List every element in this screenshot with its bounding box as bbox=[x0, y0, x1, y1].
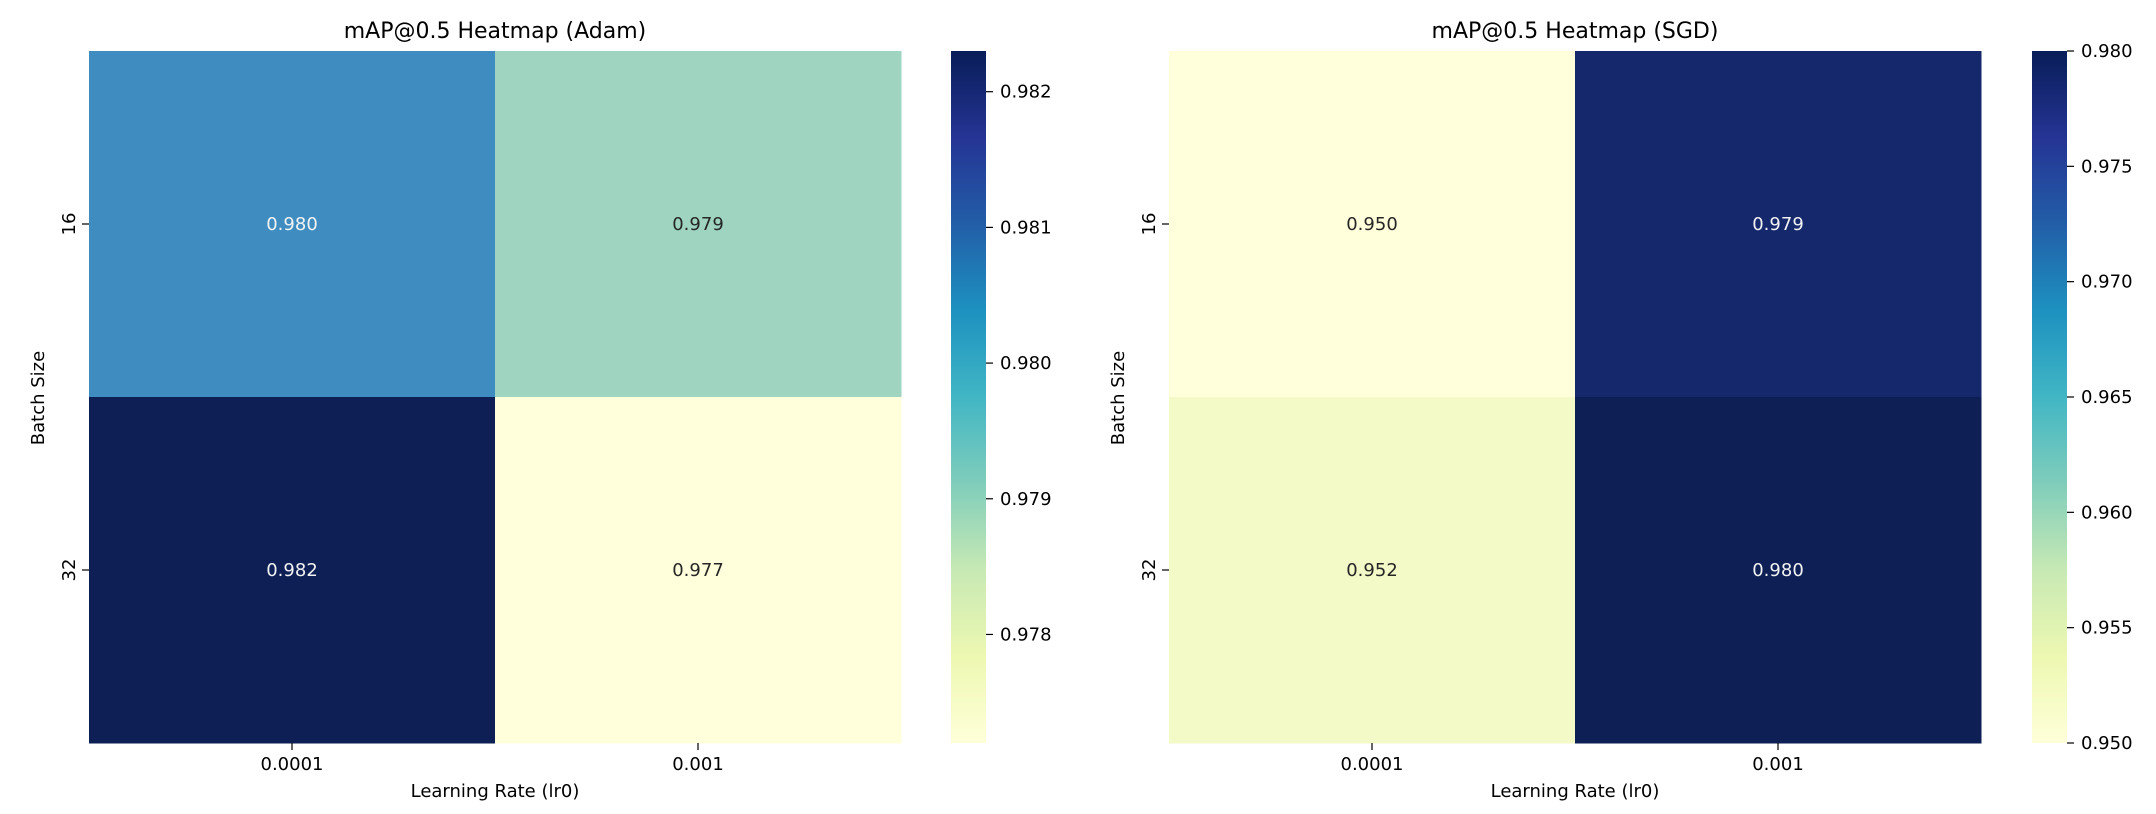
colorbar-sgd bbox=[2032, 51, 2067, 743]
colorbar-tick-label: 0.979 bbox=[1000, 489, 1052, 510]
heatmap-cell-sgd-32-0.0001 bbox=[1169, 397, 1576, 744]
colorbar-ticks-adam: 0.978 0.979 0.980 0.981 0.982 bbox=[986, 82, 1052, 645]
y-tick-label: 16 bbox=[1139, 213, 1160, 236]
x-axis-label-adam: Learning Rate (lr0) bbox=[411, 781, 580, 802]
y-tick-label: 16 bbox=[59, 213, 80, 236]
colorbar-tick-label: 0.980 bbox=[2081, 41, 2133, 62]
x-tick-label: 0.001 bbox=[672, 754, 724, 775]
heatmap-cell-sgd-16-0.001 bbox=[1575, 51, 1982, 398]
colorbar-adam bbox=[951, 51, 986, 743]
heatmap-cell-adam-32-0.001 bbox=[495, 397, 902, 744]
cell-value-label: 0.982 bbox=[266, 560, 318, 581]
x-axis-label-sgd: Learning Rate (lr0) bbox=[1491, 781, 1660, 802]
cell-value-label: 0.950 bbox=[1346, 214, 1398, 235]
colorbar-tick-label: 0.978 bbox=[1000, 624, 1052, 645]
colorbar-tick-label: 0.970 bbox=[2081, 272, 2133, 293]
heatmap-cell-adam-16-0.0001 bbox=[89, 51, 496, 398]
chart-title-sgd: mAP@0.5 Heatmap (SGD) bbox=[1432, 19, 1719, 44]
cell-value-label: 0.980 bbox=[1752, 560, 1804, 581]
cell-value-label: 0.979 bbox=[672, 214, 724, 235]
x-tick-label: 0.0001 bbox=[261, 754, 324, 775]
x-tick-label: 0.0001 bbox=[1341, 754, 1404, 775]
heatmap-cells-adam: 0.980 0.979 0.982 0.977 bbox=[89, 51, 902, 744]
colorbar-tick-label: 0.982 bbox=[1000, 82, 1052, 103]
x-tick-label: 0.001 bbox=[1752, 754, 1804, 775]
y-axis-label-sgd: Batch Size bbox=[1108, 351, 1129, 445]
colorbar-tick-label: 0.980 bbox=[1000, 353, 1052, 374]
colorbar-tick-label: 0.975 bbox=[2081, 156, 2133, 177]
colorbar-tick-label: 0.955 bbox=[2081, 618, 2133, 639]
colorbar-tick-label: 0.981 bbox=[1000, 217, 1052, 238]
heatmap-cell-adam-32-0.0001 bbox=[89, 397, 496, 744]
cell-value-label: 0.980 bbox=[266, 214, 318, 235]
cell-value-label: 0.979 bbox=[1752, 214, 1804, 235]
cell-value-label: 0.977 bbox=[672, 560, 724, 581]
colorbar-ticks-sgd: 0.950 0.955 0.960 0.965 0.970 0.975 0.980 bbox=[2067, 41, 2133, 754]
chart-title-adam: mAP@0.5 Heatmap (Adam) bbox=[344, 19, 647, 44]
heatmap-cell-sgd-16-0.0001 bbox=[1169, 51, 1576, 398]
heatmap-cell-sgd-32-0.001 bbox=[1575, 397, 1982, 744]
heatmap-cell-adam-16-0.001 bbox=[495, 51, 902, 398]
heatmap-cells-sgd: 0.950 0.979 0.952 0.980 bbox=[1169, 51, 1982, 744]
x-ticks-adam: 0.0001 0.001 bbox=[261, 743, 724, 775]
y-tick-label: 32 bbox=[1139, 559, 1160, 582]
x-ticks-sgd: 0.0001 0.001 bbox=[1341, 743, 1804, 775]
colorbar-tick-label: 0.965 bbox=[2081, 387, 2133, 408]
colorbar-tick-label: 0.950 bbox=[2081, 733, 2133, 754]
y-axis-label-adam: Batch Size bbox=[28, 351, 49, 445]
colorbar-tick-label: 0.960 bbox=[2081, 502, 2133, 523]
cell-value-label: 0.952 bbox=[1346, 560, 1398, 581]
y-tick-label: 32 bbox=[59, 559, 80, 582]
